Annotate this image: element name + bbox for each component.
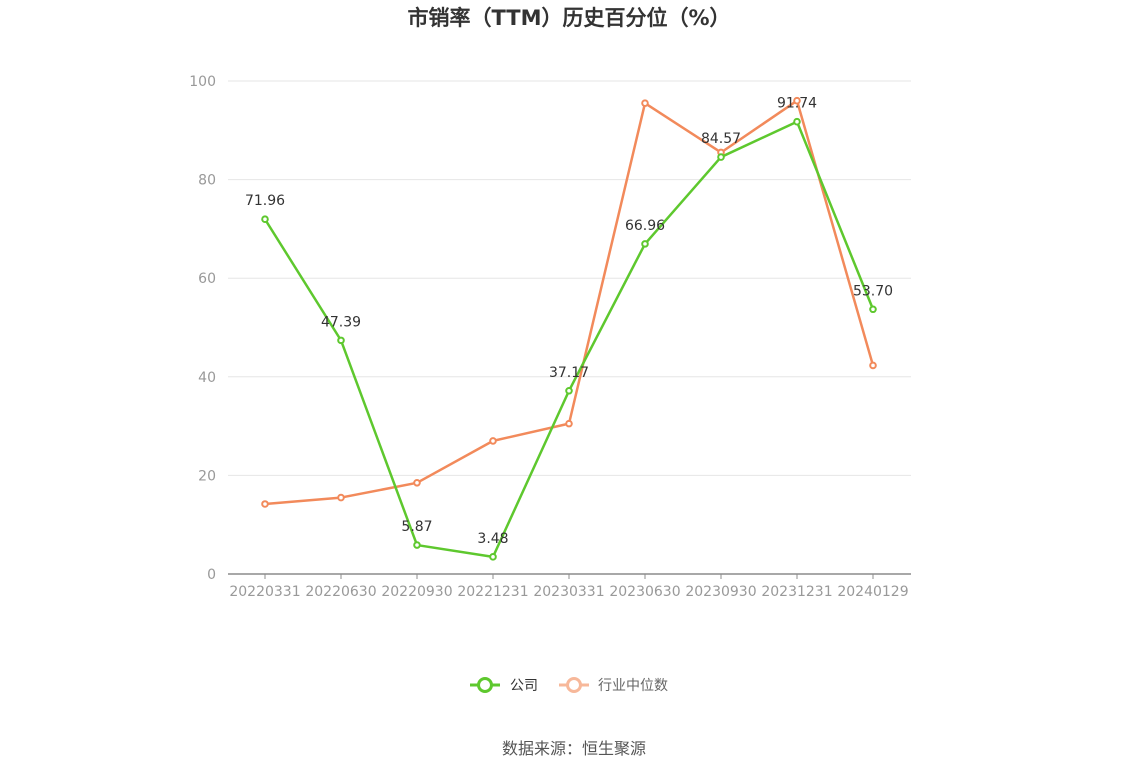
company-series-line: [263, 120, 875, 559]
data-labels: 71.96 47.39 5.87 3.48 37.17 66.96 84.57 91.74 53…: [245, 96, 893, 547]
company-data-label: 5.87: [401, 519, 432, 535]
company-data-label: 91.74: [777, 96, 817, 112]
axes: 0 20 40 60 80 100 20220331 20220630 20220930 2022…: [189, 74, 911, 600]
legend-industry-marker: [566, 677, 582, 693]
company-data-label: 37.17: [549, 365, 589, 381]
industry-median-series-line: [264, 99, 875, 506]
legend-company-marker: [477, 677, 493, 693]
legend: 公司 行业中位数: [470, 677, 668, 694]
y-tick-label: 80: [198, 173, 216, 189]
company-data-point[interactable]: [261, 215, 269, 224]
company-data-point[interactable]: [641, 240, 649, 248]
industry-median-data-point[interactable]: [641, 99, 649, 107]
data-source: 数据来源：恒生聚源: [502, 739, 646, 758]
x-tick-label: 20221231: [457, 584, 528, 600]
y-tick-label: 100: [189, 74, 216, 90]
legend-industry-label: 行业中位数: [598, 678, 668, 694]
y-tick-label: 40: [198, 370, 216, 386]
company-data-label: 3.48: [477, 531, 508, 547]
industry-median-data-point[interactable]: [869, 361, 877, 370]
company-data-label: 53.70: [853, 283, 893, 299]
chart-title: 市销率（TTM）历史百分位（%）: [407, 6, 730, 30]
legend-item-industry-median[interactable]: 行业中位数: [559, 677, 668, 694]
x-tick-label: 20231231: [761, 584, 832, 600]
company-data-point[interactable]: [489, 553, 497, 561]
x-tick-label: 20230630: [609, 584, 680, 600]
x-tick-label: 20230930: [685, 584, 756, 600]
company-data-point[interactable]: [869, 305, 877, 314]
x-tick-label: 20220930: [381, 584, 452, 600]
company-data-point[interactable]: [793, 117, 801, 126]
company-data-label: 47.39: [321, 314, 361, 330]
y-tick-label: 60: [198, 271, 216, 287]
industry-median-data-point[interactable]: [337, 493, 345, 502]
company-data-point[interactable]: [413, 541, 421, 549]
x-tick-label: 20220630: [305, 584, 376, 600]
industry-median-data-point[interactable]: [489, 437, 497, 445]
company-data-point[interactable]: [337, 336, 345, 345]
y-tick-label: 20: [198, 468, 216, 484]
company-data-label: 66.96: [625, 218, 665, 234]
company-data-point[interactable]: [717, 153, 725, 161]
industry-median-data-point[interactable]: [793, 96, 801, 105]
company-data-point[interactable]: [565, 386, 573, 395]
x-tick-label: 20240129: [837, 584, 908, 600]
series-lines: [261, 96, 877, 561]
legend-company-label: 公司: [510, 678, 538, 694]
legend-item-company[interactable]: 公司: [470, 677, 538, 694]
company-data-label: 71.96: [245, 193, 285, 209]
industry-median-data-point[interactable]: [261, 500, 269, 508]
industry-median-data-point[interactable]: [565, 419, 573, 428]
x-tick-label: 20220331: [229, 584, 300, 600]
industry-median-data-point[interactable]: [413, 478, 421, 487]
company-data-label: 84.57: [701, 131, 741, 147]
y-tick-label: 0: [207, 567, 216, 583]
grid-lines: [228, 80, 911, 476]
x-tick-label: 20230331: [533, 584, 604, 600]
